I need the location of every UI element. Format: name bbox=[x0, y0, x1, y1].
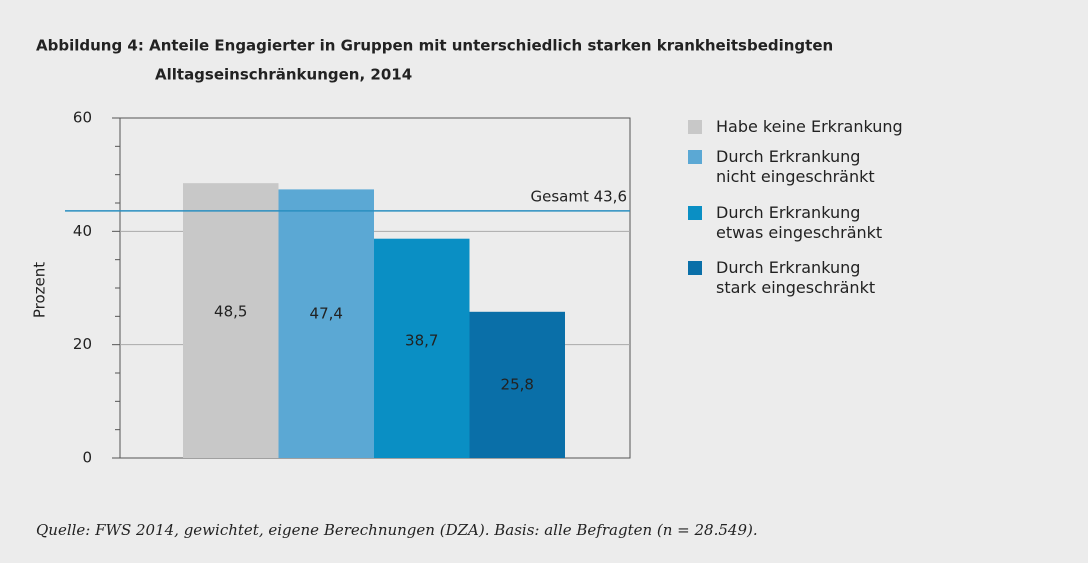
legend-swatch bbox=[688, 206, 702, 220]
chart-title: Abbildung 4: Anteile Engagierter in Grup… bbox=[36, 37, 833, 55]
legend-label: Habe keine Erkrankung bbox=[716, 117, 903, 136]
y-tick-label: 0 bbox=[82, 449, 92, 467]
legend-item: Habe keine Erkrankung bbox=[688, 117, 903, 137]
legend-swatch bbox=[688, 120, 702, 134]
legend-label: Durch Erkrankung etwas eingeschränkt bbox=[716, 203, 883, 242]
source-note: Quelle: FWS 2014, gewichtet, eigene Bere… bbox=[36, 521, 758, 539]
bar bbox=[183, 183, 279, 458]
bar bbox=[278, 189, 374, 458]
y-tick-label: 40 bbox=[73, 222, 92, 240]
legend-label: Durch Erkrankung nicht eingeschränkt bbox=[716, 147, 875, 186]
data-label: 48,5 bbox=[214, 302, 247, 320]
reference-label: Gesamt 43,6 bbox=[530, 187, 627, 205]
legend-item: Durch Erkrankung etwas eingeschränkt bbox=[688, 203, 882, 243]
bar bbox=[469, 311, 565, 458]
legend-item: Durch Erkrankung nicht eingeschränkt bbox=[688, 147, 875, 187]
legend-swatch bbox=[688, 150, 702, 164]
legend-item: Durch Erkrankung stark eingeschränkt bbox=[688, 258, 875, 298]
bar bbox=[374, 238, 470, 458]
chart-subtitle: Alltagseinschränkungen, 2014 bbox=[155, 66, 412, 84]
y-tick-label: 20 bbox=[73, 335, 92, 353]
legend-label: Durch Erkrankung stark eingeschränkt bbox=[716, 258, 876, 297]
legend-swatch bbox=[688, 261, 702, 275]
data-label: 47,4 bbox=[310, 304, 343, 322]
data-label: 38,7 bbox=[405, 331, 438, 349]
data-label: 25,8 bbox=[501, 375, 534, 393]
y-axis-label: Prozent bbox=[31, 262, 49, 318]
y-tick-label: 60 bbox=[73, 109, 92, 127]
